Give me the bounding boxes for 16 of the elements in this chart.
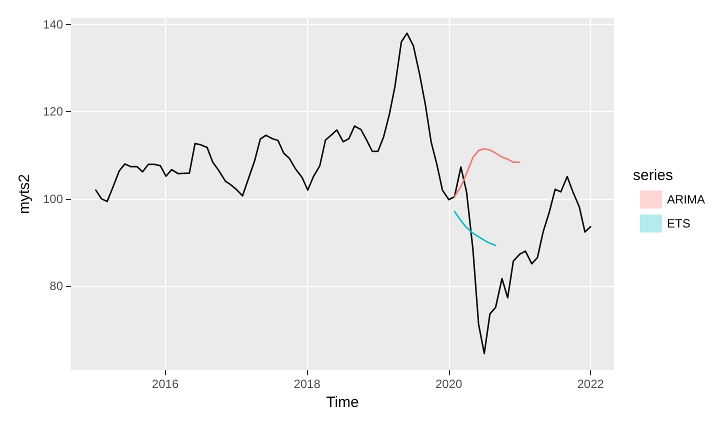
line-series <box>454 148 520 198</box>
x-tick-label: 2022 <box>577 377 604 392</box>
x-tick-label: 2016 <box>152 377 179 392</box>
legend-label: ETS <box>666 216 690 230</box>
y-tick-label: 80 <box>50 278 64 293</box>
x-axis-title: Time <box>326 394 359 411</box>
legend-title: series <box>632 167 674 184</box>
y-tick-label: 120 <box>42 104 64 119</box>
x-tick-label: 2020 <box>435 377 462 392</box>
line-series <box>95 32 592 354</box>
legend-label: ARIMA <box>666 192 706 206</box>
y-tick-label: 140 <box>42 18 64 32</box>
x-tick-label: 2018 <box>294 377 321 392</box>
line-series <box>454 210 496 246</box>
y-axis-title: myts2 <box>16 174 34 214</box>
y-tick-label: 100 <box>42 192 64 206</box>
